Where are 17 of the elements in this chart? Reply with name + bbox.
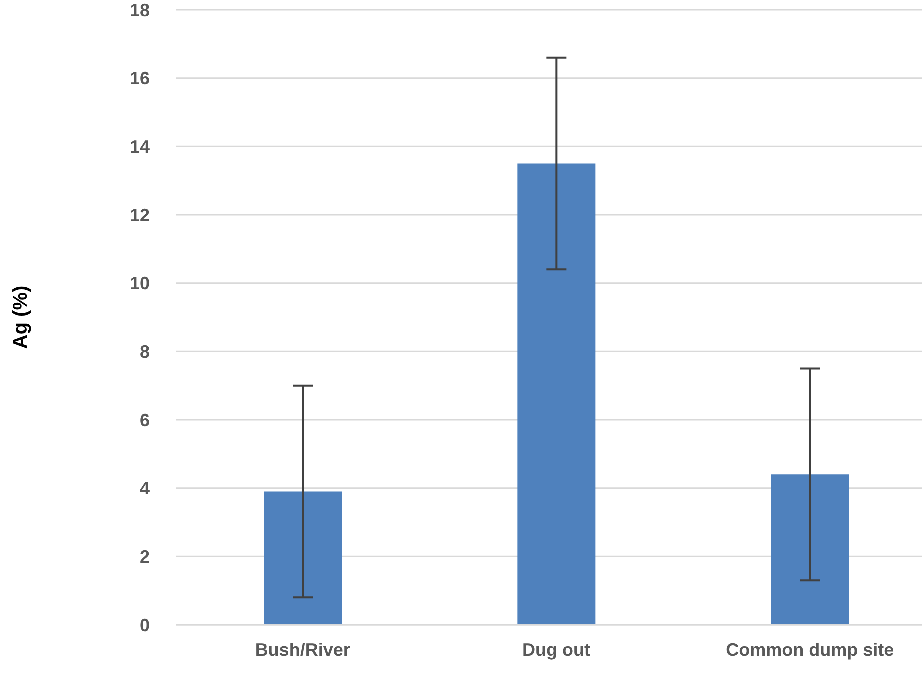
y-tick-label: 6: [140, 410, 150, 430]
x-tick-label: Common dump site: [726, 640, 894, 660]
y-tick-label: 4: [140, 478, 150, 499]
x-tick-label: Bush/River: [255, 640, 350, 660]
bar: [518, 164, 596, 625]
y-tick-label: 16: [130, 68, 150, 89]
y-tick-label: 14: [130, 137, 150, 158]
y-tick-label: 12: [130, 205, 150, 226]
y-tick-label: 2: [140, 547, 150, 568]
y-axis-title: Ag (%): [10, 286, 32, 350]
bar: [264, 492, 342, 625]
x-tick-label: Dug out: [522, 640, 590, 660]
y-tick-label: 8: [140, 342, 150, 362]
y-tick-label: 0: [140, 615, 150, 636]
y-tick-label: 18: [130, 0, 150, 20]
y-tick-label: 10: [130, 274, 150, 294]
bar: [771, 474, 850, 625]
